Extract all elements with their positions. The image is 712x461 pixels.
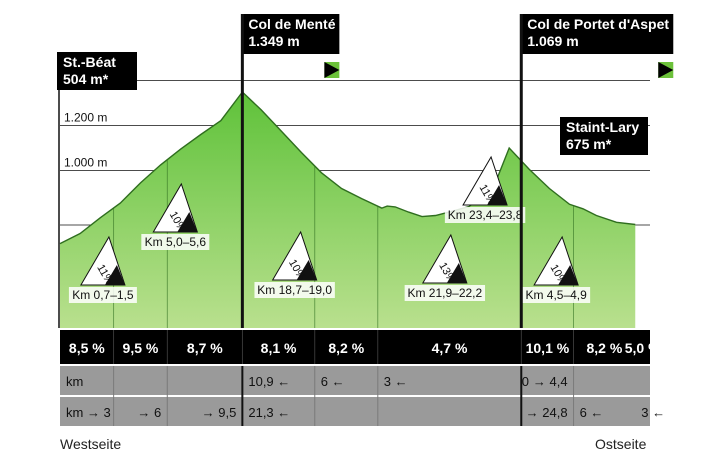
gradient-triangle-shade	[177, 212, 198, 232]
landmark-st-beat-name: St.-Béat	[63, 54, 116, 70]
gradient-km-bg	[68, 287, 137, 303]
gradient-triangle-shade	[558, 265, 579, 285]
gradient-km-bg	[254, 282, 335, 298]
segment-gradient-label: 8,5 %	[69, 340, 105, 356]
gradient-band	[60, 330, 650, 364]
landmark-col-de-portet-name: Col de Portet d'Aspet	[527, 16, 669, 32]
landmark-col-de-mente-elevation: 1.349 m	[248, 33, 299, 49]
landmark-st-beat-box	[57, 52, 137, 90]
gradient-triangle-shade	[446, 263, 467, 283]
km-row2-label: → 24,8	[526, 405, 568, 420]
gradient-km-bg	[444, 207, 526, 223]
km-row2-label: 21,3 ←	[248, 405, 290, 420]
gradient-marker: 11%Km 23,4–23,8	[444, 155, 526, 223]
landmark-col-de-mente-name: Col de Menté	[248, 16, 335, 32]
landmark-col-de-portet-elevation: 1.069 m	[527, 33, 578, 49]
gradient-km-label: Km 23,4–23,8	[448, 208, 523, 222]
km-band-1	[60, 366, 650, 395]
segment-gradient-label: 8,2 %	[587, 340, 623, 356]
km-row1-label: 10,9 ←	[248, 374, 290, 389]
gradient-marker: 10%Km 18,7–19,0	[254, 230, 335, 298]
km-row1-label: 0	[522, 374, 529, 389]
km-row1-label: km	[66, 374, 83, 389]
gradient-km-label: Km 5,0–5,6	[145, 235, 207, 249]
segment-gradient-label: 10,1 %	[526, 340, 570, 356]
gradient-km-label: Km 4,5–4,9	[525, 288, 587, 302]
km-band-2	[60, 397, 650, 426]
gradient-km-label: Km 18,7–19,0	[257, 283, 332, 297]
west-side-label: Westseite	[60, 436, 122, 452]
east-side-label: Ostseite	[595, 436, 647, 452]
gradient-km-bg	[141, 234, 210, 250]
landmark-staint-lary-name: Staint-Lary	[566, 119, 639, 135]
gradient-km-bg	[522, 287, 591, 303]
km-row2-label: → 9,5	[202, 405, 237, 420]
summit-flag-tip	[324, 62, 340, 78]
y-tick-label: 1.000 m	[64, 156, 107, 170]
km-row2-label: km → 3	[66, 405, 111, 420]
gradient-triangle-shade	[487, 185, 508, 205]
gradient-marker: 10%Km 5,0–5,6	[141, 182, 210, 250]
gradient-marker: 13%Km 21,9–22,2	[404, 233, 486, 301]
gradient-marker: 10%Km 4,5–4,9	[522, 235, 591, 303]
gradient-triangle-shade	[104, 265, 125, 285]
profile-area	[60, 92, 636, 328]
km-row1-label: 6 ←	[321, 374, 345, 389]
gradient-triangle-shade	[296, 260, 317, 280]
gradient-km-label: Km 0,7–1,5	[72, 288, 134, 302]
segment-gradient-label: 9,5 %	[123, 340, 159, 356]
y-tick-label: 1.200 m	[64, 111, 107, 125]
segment-gradient-label: 8,7 %	[187, 340, 223, 356]
landmark-st-beat-elevation: 504 m*	[63, 71, 109, 87]
segment-gradient-label: 8,2 %	[328, 340, 364, 356]
km-row1-label: 3 ←	[384, 374, 408, 389]
gradient-km-bg	[404, 285, 486, 301]
landmark-col-de-mente-box	[242, 14, 340, 54]
landmark-staint-lary-box	[560, 117, 648, 155]
profile-line	[59, 90, 636, 245]
km-row2-label: → 6	[137, 405, 161, 420]
landmark-col-de-portet-box	[521, 14, 674, 54]
summit-flag-tip	[658, 62, 674, 78]
km-row2-label: 6 ←	[580, 405, 604, 420]
segment-gradient-label: 8,1 %	[261, 340, 297, 356]
segment-gradient-label: 4,7 %	[432, 340, 468, 356]
gradient-km-label: Km 21,9–22,2	[407, 286, 482, 300]
gradient-marker: 11%Km 0,7–1,5	[68, 235, 137, 303]
km-row2-label: 3 ←	[641, 405, 665, 420]
km-row1-label: → 4,4	[533, 374, 568, 389]
segment-gradient-label: 5,0 %	[625, 340, 661, 356]
landmark-staint-lary-elevation: 675 m*	[566, 136, 612, 152]
